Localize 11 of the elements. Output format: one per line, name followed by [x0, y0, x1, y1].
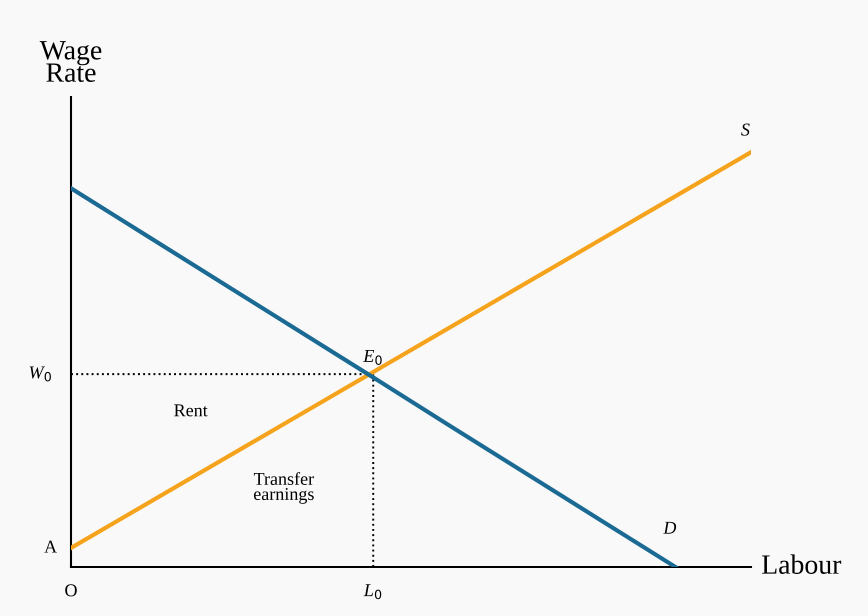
annotation: E$_{0}$: [363, 350, 382, 365]
y-axis-title: Wage Rate: [40, 41, 102, 82]
series-label: D: [663, 522, 676, 534]
x-tick-label: L$_{0}$: [364, 584, 382, 600]
x-axis-title: Labour: [762, 554, 842, 574]
annotation: Rent: [174, 404, 208, 416]
series-label: S: [741, 124, 750, 136]
ref-line-label: W$_{0}$: [30, 366, 51, 382]
text: A: [44, 540, 57, 553]
x-tick-label: O: [65, 584, 77, 596]
annotation: Transfer earnings: [254, 472, 314, 504]
